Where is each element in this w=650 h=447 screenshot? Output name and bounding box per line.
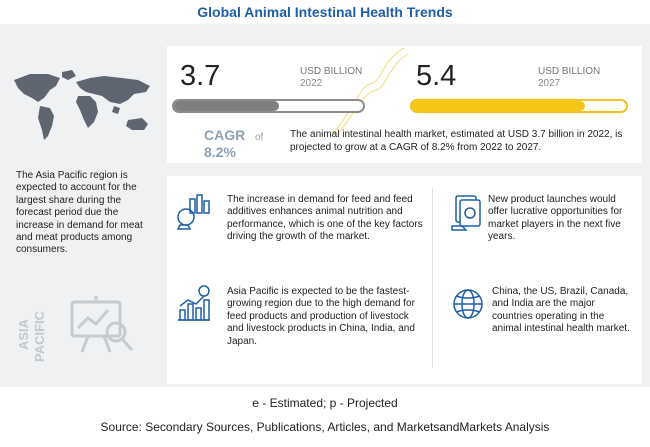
start-bar-track	[172, 99, 365, 113]
end-year: 2027	[538, 78, 561, 89]
trend-lines-decoration	[331, 47, 409, 135]
growth-chart-icon	[178, 285, 210, 321]
world-map-icon	[14, 70, 150, 140]
key-points-card	[167, 176, 642, 384]
end-value: 5.4	[416, 60, 457, 92]
point-4-text: China, the US, Brazil, Canada, and India…	[492, 286, 630, 335]
region-label: ASIA PACIFIC	[16, 310, 47, 362]
end-unit: USD BILLION	[538, 66, 601, 77]
globe-icon	[453, 289, 483, 319]
point-2-text: New product launches would offer lucrati…	[488, 194, 623, 243]
end-unit-block: USD BILLION 2027	[538, 66, 600, 90]
feed-chart-icon	[176, 194, 210, 230]
start-bar-fill	[174, 101, 279, 111]
money-icon	[451, 195, 481, 231]
end-bar-fill	[412, 101, 586, 111]
start-year: 2022	[300, 78, 323, 89]
footnote: e - Estimated; p - Projected	[252, 396, 398, 410]
column-divider	[432, 188, 433, 368]
market-description: The animal intestinal health market, est…	[290, 129, 623, 153]
page-title: Global Animal Intestinal Health Trends	[197, 4, 453, 20]
cagr-of: of	[255, 132, 264, 143]
cagr-block: CAGR 8.2%	[204, 127, 245, 161]
start-value: 3.7	[180, 60, 221, 92]
source-line: Source: Secondary Sources, Publications,…	[100, 420, 550, 434]
region-description: The Asia Pacific region is expected to a…	[16, 170, 143, 256]
analytics-board-icon	[70, 296, 134, 353]
point-3-text: Asia Pacific is expected to be the faste…	[227, 286, 415, 347]
region-label-line2: PACIFIC	[32, 310, 47, 362]
region-label-line1: ASIA	[16, 318, 31, 350]
point-1-text: The increase in demand for feed and feed…	[227, 194, 423, 243]
start-unit-block: USD BILLION 2022	[300, 66, 362, 90]
end-bar-track	[410, 99, 628, 113]
cagr-value: 8.2%	[204, 144, 236, 160]
cagr-label: CAGR	[204, 127, 246, 143]
start-unit: USD BILLION	[300, 66, 363, 77]
